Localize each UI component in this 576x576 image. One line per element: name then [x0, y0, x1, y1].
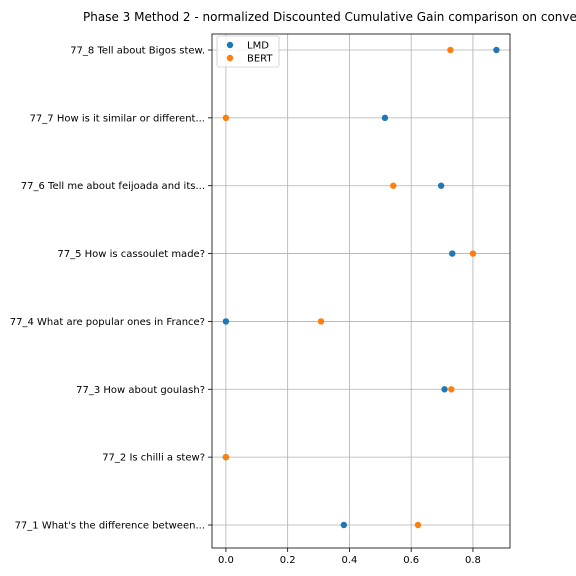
x-tick-label: 0.2 [280, 555, 296, 566]
y-tick-label: 77_6 Tell me about feijoada and its... [21, 181, 205, 192]
x-tick-label: 0.8 [465, 555, 481, 566]
lmd-point [222, 318, 230, 325]
y-tick-label: 77_5 How is cassoulet made? [57, 249, 205, 260]
bert-point [447, 46, 454, 54]
lmd-point [381, 114, 389, 122]
bert-point [317, 318, 325, 325]
x-tick-label: 0.4 [341, 555, 357, 566]
grid [212, 34, 510, 548]
x-axis: 0.0 0.2 0.4 0.6 0.8 [218, 548, 481, 566]
chart-title: Phase 3 Method 2 - normalized Discounted… [83, 10, 576, 24]
plot-frame [211, 33, 511, 549]
y-tick-label: 77_2 Is chilli a stew? [102, 453, 205, 464]
legend-label-lmd: LMD [247, 41, 269, 52]
lmd-point [340, 521, 348, 529]
legend-marker-lmd [226, 41, 234, 49]
bert-point [222, 114, 230, 122]
legend-marker-bert [226, 54, 234, 62]
y-tick-label: 77_4 What are popular ones in France? [10, 317, 205, 328]
y-tick-label: 77_7 How is it similar or different... [30, 113, 205, 124]
lmd-point [437, 182, 445, 189]
lmd-point [449, 250, 456, 257]
y-tick-label: 77_3 How about goulash? [76, 385, 205, 396]
y-tick-label: 77_8 Tell about Bigos stew. [70, 46, 205, 57]
lmd-point [441, 386, 448, 393]
bert-point [390, 182, 397, 189]
x-tick-label: 0.6 [403, 555, 419, 566]
x-tick-label: 0.0 [218, 555, 234, 566]
bert-point [414, 521, 422, 529]
bert-point [222, 453, 230, 461]
bert-point [448, 386, 455, 393]
y-axis: 77_8 Tell about Bigos stew. 77_7 How is i… [10, 46, 212, 532]
bert-point [469, 250, 477, 257]
legend-label-bert: BERT [247, 54, 273, 65]
data-points [222, 46, 500, 529]
lmd-point [493, 46, 500, 54]
legend: LMD BERT [216, 35, 280, 68]
y-tick-label: 77_1 What's the difference between... [15, 521, 205, 532]
